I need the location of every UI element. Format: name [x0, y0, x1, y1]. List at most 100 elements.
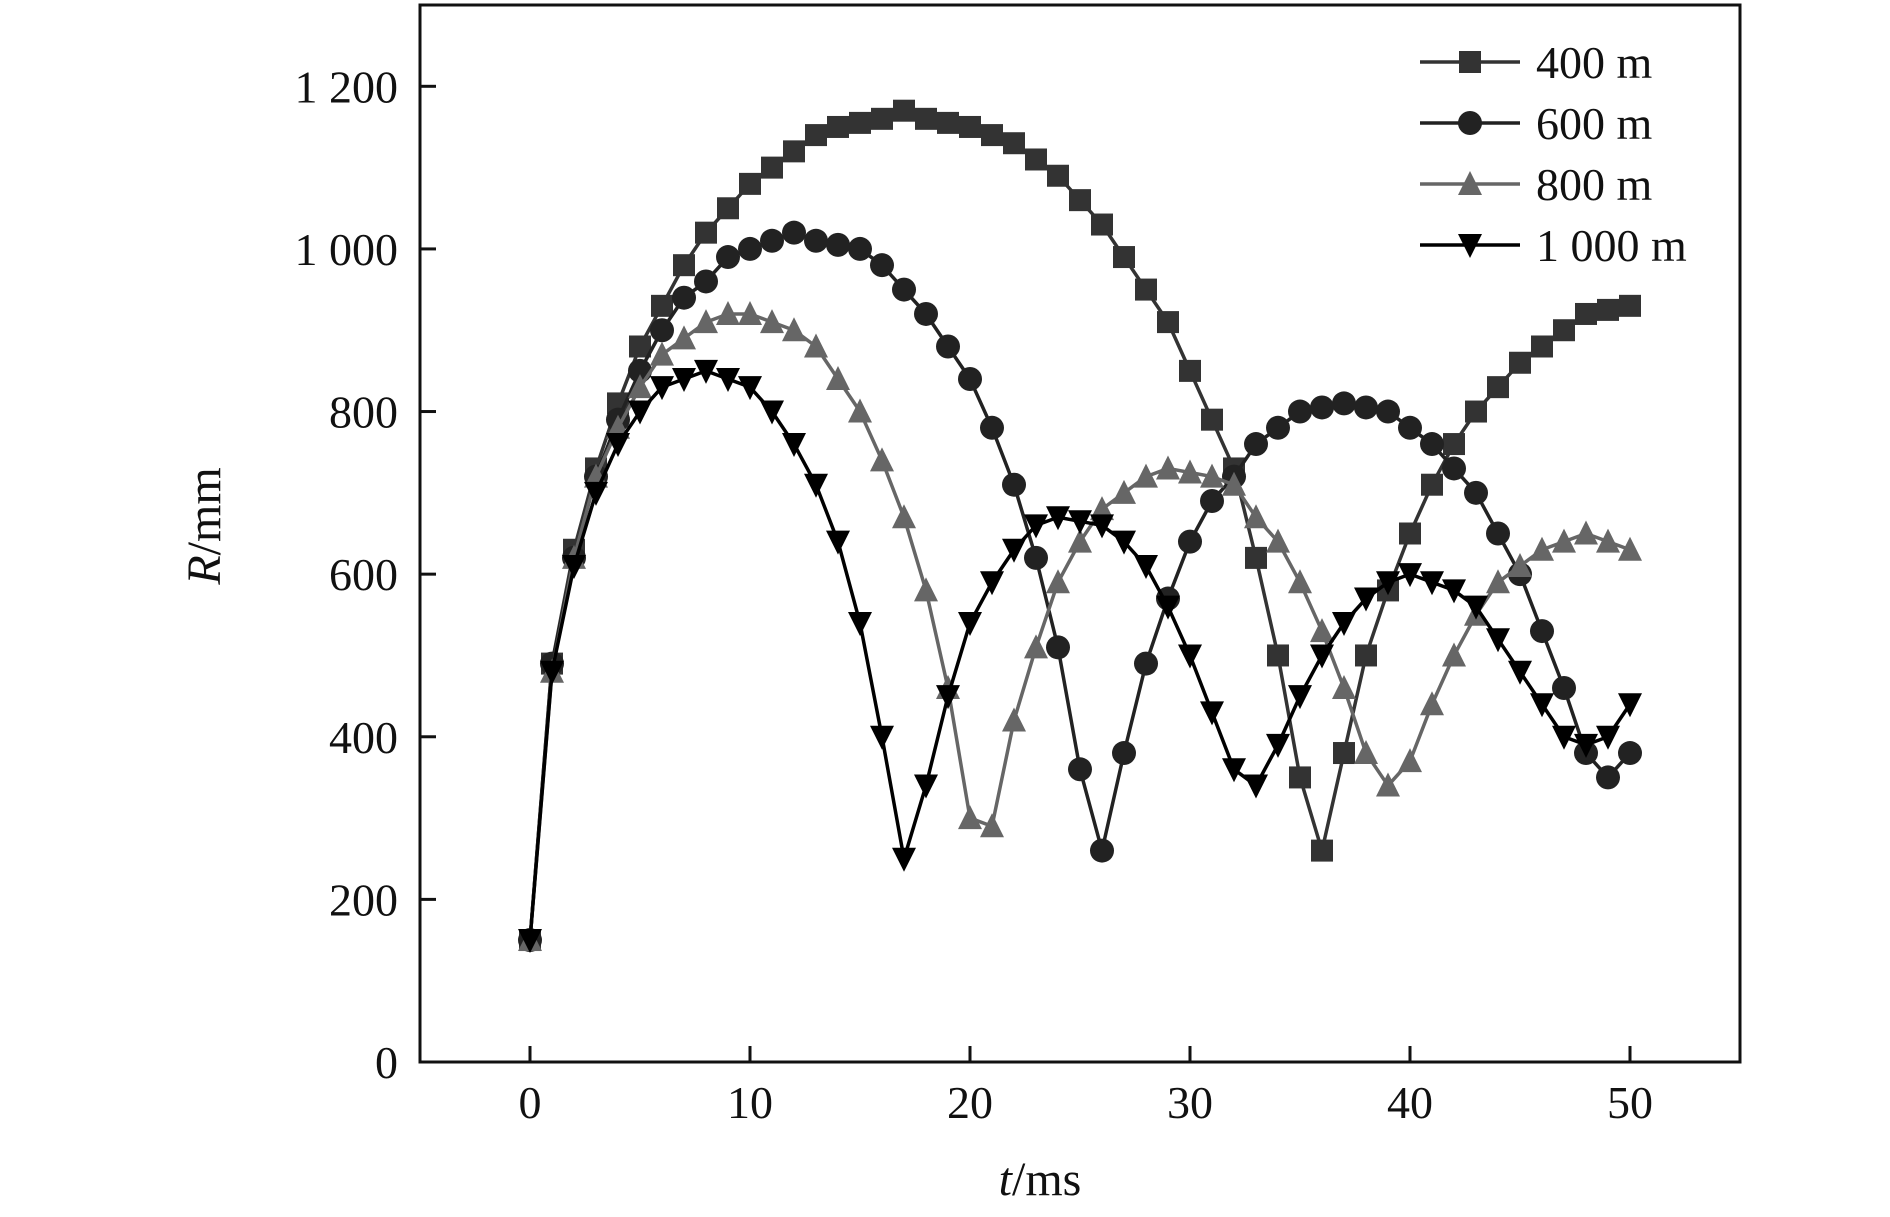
data-point — [1266, 733, 1290, 758]
data-point — [651, 294, 673, 317]
data-point — [1112, 479, 1136, 504]
y-tick-label: 1 000 — [295, 224, 399, 275]
data-point — [936, 334, 960, 359]
legend-entry: 400 m — [1420, 37, 1653, 88]
data-point — [1310, 395, 1334, 420]
data-point — [1465, 400, 1487, 423]
data-point — [695, 221, 717, 244]
data-point — [1443, 433, 1465, 456]
x-tick-label: 10 — [727, 1077, 773, 1128]
data-point — [1619, 294, 1641, 317]
data-point — [1267, 644, 1289, 667]
x-axis-label: t/ms — [999, 1153, 1082, 1206]
data-point — [760, 309, 784, 334]
data-point — [1574, 520, 1598, 545]
data-point — [739, 172, 761, 195]
series-triangle-up — [518, 300, 1642, 952]
data-point — [1399, 522, 1421, 545]
data-point — [1112, 741, 1136, 766]
data-point — [1047, 164, 1069, 187]
data-point — [1179, 359, 1201, 382]
data-point — [958, 367, 982, 392]
series-line — [528, 230, 1632, 941]
data-point — [1156, 595, 1180, 620]
data-point — [1464, 480, 1488, 505]
data-point — [848, 611, 872, 636]
data-point — [804, 228, 828, 253]
x-axis-unit: /ms — [1012, 1153, 1081, 1206]
data-point — [1354, 395, 1378, 420]
data-point — [1442, 456, 1466, 481]
data-point — [1003, 132, 1025, 155]
legend-label: 1 000 m — [1536, 220, 1687, 271]
data-point — [1552, 725, 1576, 750]
data-point — [782, 317, 806, 342]
data-point — [1178, 644, 1202, 669]
data-point — [694, 309, 718, 334]
data-point — [628, 400, 652, 425]
y-tick-label: 400 — [329, 712, 398, 763]
legend-entry: 600 m — [1420, 98, 1653, 149]
data-point — [959, 115, 981, 138]
data-point — [716, 368, 740, 393]
y-axis-label: R/mm — [178, 467, 231, 585]
data-point — [1464, 595, 1488, 620]
data-point — [1245, 546, 1267, 569]
data-point — [1244, 504, 1268, 529]
data-point — [804, 333, 828, 358]
data-point — [783, 140, 805, 163]
data-point — [1420, 691, 1444, 716]
data-point — [1244, 432, 1268, 457]
data-point — [1135, 278, 1157, 301]
legend-marker — [1458, 171, 1482, 195]
series-circle — [518, 220, 1642, 953]
data-point — [804, 473, 828, 498]
y-axis-unit: /mm — [178, 467, 231, 555]
data-point — [760, 228, 784, 253]
data-point — [1311, 839, 1333, 862]
data-point — [1553, 319, 1575, 342]
data-point — [1068, 528, 1092, 553]
data-point — [1090, 514, 1114, 539]
x-tick-label: 40 — [1387, 1077, 1433, 1128]
data-point — [892, 847, 916, 872]
data-point — [650, 318, 674, 343]
data-point — [848, 398, 872, 423]
y-tick-label: 600 — [329, 549, 398, 600]
data-point — [914, 301, 938, 326]
data-point — [892, 277, 916, 302]
data-point — [1156, 455, 1180, 480]
y-tick-label: 1 200 — [295, 61, 399, 112]
data-point — [936, 685, 960, 710]
data-point — [1574, 733, 1598, 758]
data-point — [1486, 521, 1510, 546]
data-point — [1157, 311, 1179, 334]
legend: 400 m 600 m 800 m 1 000 m — [1420, 37, 1687, 271]
data-point — [981, 124, 1003, 147]
data-point — [1288, 569, 1312, 594]
data-point — [1068, 510, 1092, 535]
data-point — [672, 325, 696, 350]
data-point — [1530, 536, 1554, 561]
data-point — [1420, 432, 1444, 457]
y-tick-label: 200 — [329, 874, 398, 925]
data-point — [1332, 674, 1356, 699]
data-point — [694, 269, 718, 294]
data-point — [761, 156, 783, 179]
legend-marker — [1459, 51, 1481, 73]
data-point — [716, 245, 740, 270]
data-point — [1442, 579, 1466, 604]
data-point — [540, 660, 564, 685]
data-point — [1332, 391, 1356, 416]
series-line — [528, 369, 1632, 941]
data-point — [827, 115, 849, 138]
data-point — [915, 107, 937, 130]
data-point — [826, 366, 850, 391]
data-point — [1090, 496, 1114, 521]
data-point — [1112, 530, 1136, 555]
legend-marker — [1458, 234, 1482, 258]
data-point — [870, 447, 894, 472]
data-point — [1310, 644, 1334, 669]
x-tick-label: 50 — [1607, 1077, 1653, 1128]
data-point — [1288, 685, 1312, 710]
